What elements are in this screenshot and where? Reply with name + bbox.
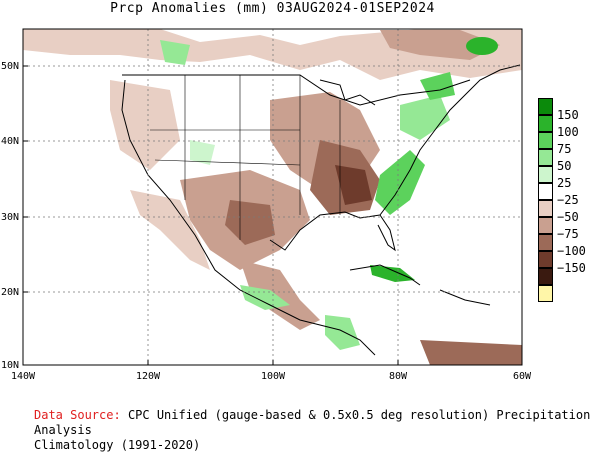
lat-label-40n: 40N <box>1 136 20 147</box>
lat-label-10n: 10N <box>1 360 20 371</box>
lat-label-30n: 30N <box>1 212 20 223</box>
legend-label-minus150: −150 <box>557 261 586 275</box>
legend-label-minus100: −100 <box>557 244 586 258</box>
lat-label-50n: 50N <box>1 61 20 72</box>
legend-label-25: 25 <box>557 176 572 190</box>
legend-box-150 <box>538 98 553 115</box>
legend-box-100 <box>538 115 553 132</box>
climatology-text: Climatology (1991-2020) <box>34 438 201 452</box>
legend-box-25 <box>538 166 553 183</box>
lon-label-120w: 120W <box>135 371 161 382</box>
lon-label-80w: 80W <box>388 371 408 382</box>
map-title: Prcp Anomalies (mm) 03AUG2024-01SEP2024 <box>110 1 435 16</box>
legend-box-neutral <box>538 183 553 200</box>
source-text: CPC Unified (gauge-based & 0.5x0.5 deg r… <box>34 408 591 437</box>
legend-box-75 <box>538 132 553 149</box>
legend-box-minus50 <box>538 217 553 234</box>
legend-label-150: 150 <box>557 108 579 122</box>
lon-label-140w: 140W <box>10 371 36 382</box>
wet-anomaly-areas <box>160 37 498 350</box>
lat-label-20n: 20N <box>1 287 20 298</box>
legend-box-minus25 <box>538 200 553 217</box>
state-borders <box>150 75 341 240</box>
source-label: Data Source: <box>34 408 121 422</box>
lon-label-100w: 100W <box>260 371 286 382</box>
lat-lon-grid <box>23 29 522 365</box>
legend-box-below <box>538 285 553 302</box>
dry-anomaly-areas <box>23 29 522 365</box>
precip-anomaly-map <box>22 28 523 366</box>
legend-box-minus75 <box>538 234 553 251</box>
legend-label-minus25: −25 <box>557 193 579 207</box>
footer: Data Source: CPC Unified (gauge-based & … <box>34 408 591 453</box>
lon-label-60w: 60W <box>512 371 532 382</box>
legend-label-minus75: −75 <box>557 227 579 241</box>
legend-box-50 <box>538 149 553 166</box>
legend-box-minus150 <box>538 268 553 285</box>
legend-label-100: 100 <box>557 125 579 139</box>
legend-label-75: 75 <box>557 142 572 156</box>
axis-ticks <box>23 65 399 365</box>
legend-label-minus50: −50 <box>557 210 579 224</box>
footer-source-line: Data Source: CPC Unified (gauge-based & … <box>34 408 591 438</box>
legend-box-minus100 <box>538 251 553 268</box>
map-plot-area <box>23 29 522 365</box>
legend-label-50: 50 <box>557 159 572 173</box>
